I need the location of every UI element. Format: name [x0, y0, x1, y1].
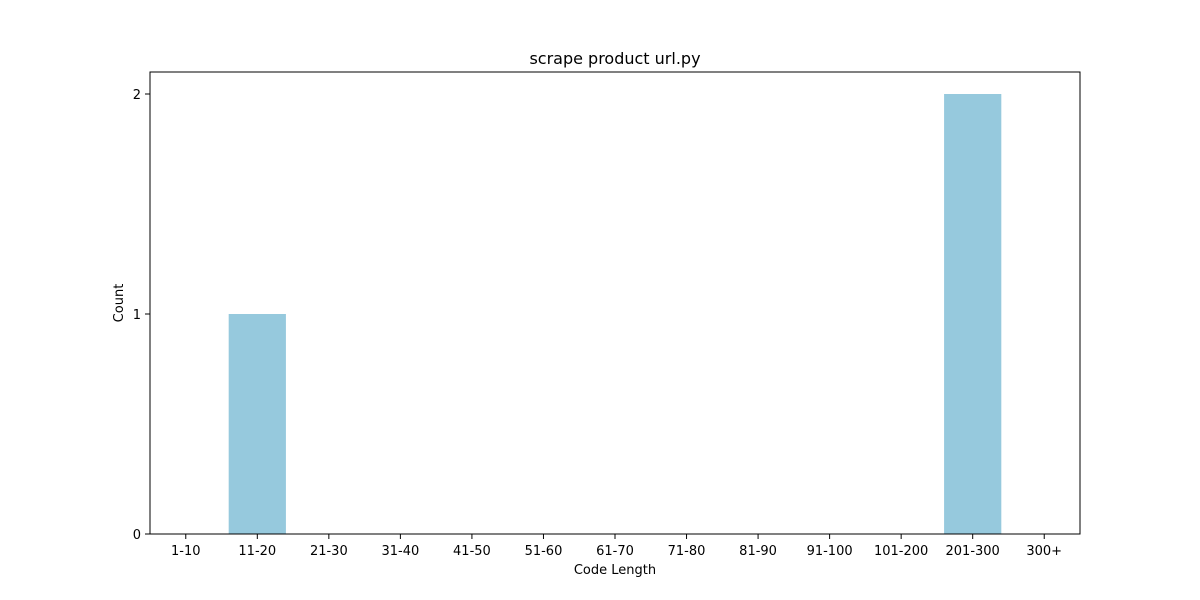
- bars-group: [228, 94, 1002, 534]
- x-tick-label: 41-50: [453, 544, 491, 559]
- y-tick-label: 1: [133, 308, 141, 323]
- y-tick-label: 0: [133, 528, 141, 543]
- x-tick-label: 61-70: [596, 544, 634, 559]
- chart-title: scrape product url.py: [529, 49, 700, 68]
- x-tick-label: 31-40: [381, 544, 419, 559]
- x-tick-label: 201-300: [946, 544, 1000, 559]
- bar-201-300: [944, 94, 1002, 534]
- x-axis-label: Code Length: [574, 563, 656, 578]
- x-tick-label: 21-30: [310, 544, 348, 559]
- x-tick-label: 91-100: [807, 544, 853, 559]
- x-tick-label: 71-80: [668, 544, 706, 559]
- x-tick-label: 81-90: [739, 544, 777, 559]
- x-tick-label: 300+: [1026, 544, 1062, 559]
- y-axis-label: Count: [112, 284, 127, 323]
- x-axis-ticks: 1-10 11-20 21-30 31-40 41-50 51-60 61-70 71-80 8…: [171, 534, 1062, 559]
- x-tick-label: 101-200: [874, 544, 928, 559]
- y-tick-label: 2: [133, 88, 141, 103]
- x-tick-label: 11-20: [238, 544, 276, 559]
- plot-frame: [149, 71, 1081, 535]
- x-tick-label: 51-60: [525, 544, 563, 559]
- x-tick-label: 1-10: [171, 544, 201, 559]
- y-axis-ticks: 0 1 2: [133, 88, 150, 543]
- bar-11-20: [228, 314, 286, 534]
